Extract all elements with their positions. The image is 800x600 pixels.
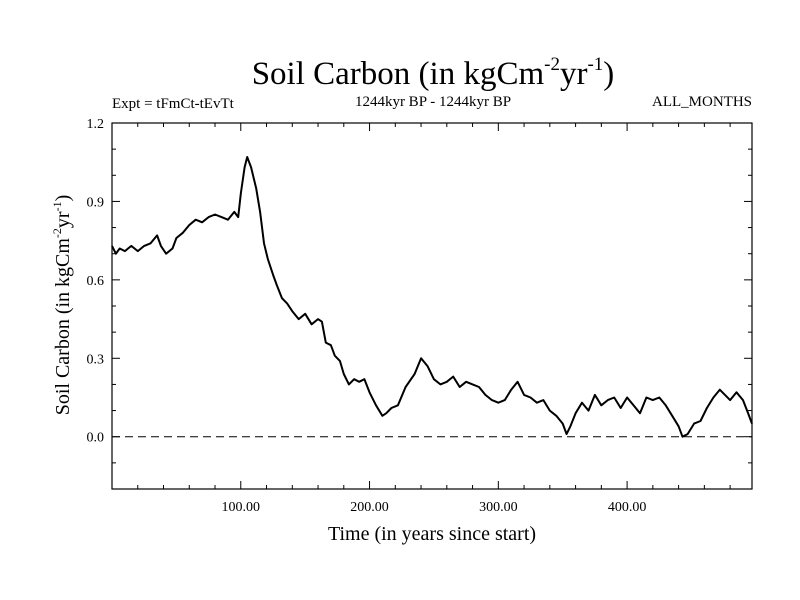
x-tick-label: 200.00 bbox=[350, 500, 389, 515]
series-line-soil-carbon bbox=[111, 156, 753, 438]
x-axis-ticks: 100.00 200.00 300.00 400.00 bbox=[137, 123, 731, 515]
months-label: ALL_MONTHS bbox=[652, 94, 752, 110]
y-tick-label: 0.0 bbox=[87, 431, 105, 446]
y-tick-label: 0.6 bbox=[87, 274, 105, 289]
time-range-label: 1244kyr BP - 1244kyr BP bbox=[355, 94, 511, 110]
x-axis-label: Time (in years since start) bbox=[328, 523, 536, 545]
x-tick-label: 100.00 bbox=[222, 500, 261, 515]
series-group bbox=[111, 156, 753, 438]
chart-title: Soil Carbon (in kgCm-2yr-1) bbox=[252, 54, 615, 92]
y-tick-label: 0.9 bbox=[87, 195, 105, 210]
y-tick-label: 1.2 bbox=[87, 117, 105, 132]
x-tick-label: 300.00 bbox=[479, 500, 518, 515]
experiment-label: Expt = tFmCt-tEvTt bbox=[112, 96, 235, 112]
plot-frame bbox=[111, 122, 753, 490]
y-axis-ticks: 1.2 0.9 0.6 0.3 0.0 bbox=[87, 117, 752, 464]
y-tick-label: 0.3 bbox=[87, 352, 105, 367]
x-tick-label: 400.00 bbox=[608, 500, 647, 515]
y-axis-label: Soil Carbon (in kgCm-2yr-1) bbox=[50, 195, 74, 416]
